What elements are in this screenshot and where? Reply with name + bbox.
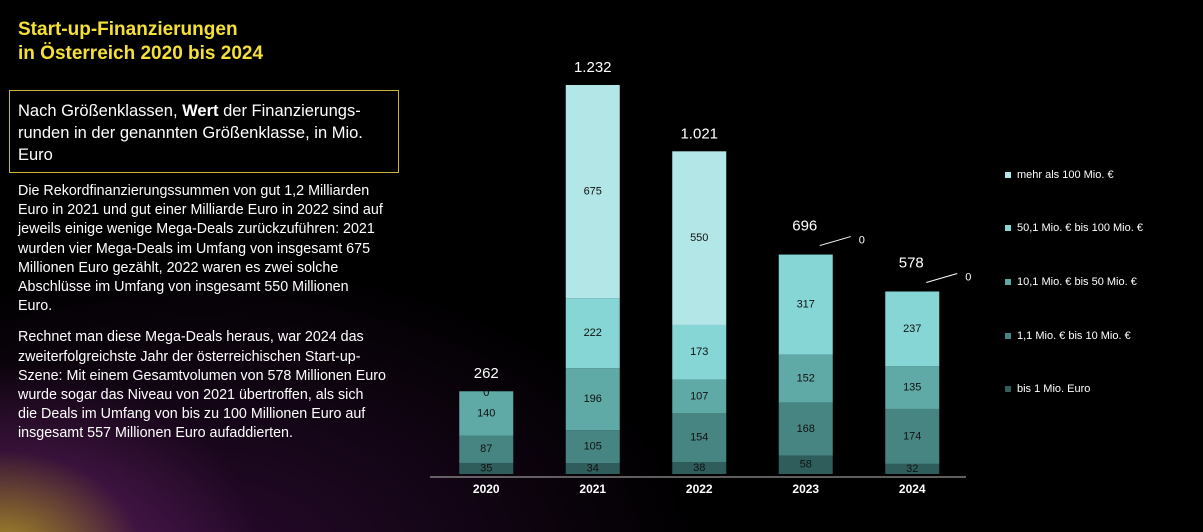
bar-segment <box>778 354 833 403</box>
segment-label: 168 <box>797 423 815 435</box>
description: Die Rekordfinanzierungssummen von gut 1,… <box>18 182 386 456</box>
segment-label: 675 <box>584 185 602 197</box>
bar-segment <box>672 462 727 474</box>
legend-label: 1,1 Mio. € bis 10 Mio. € <box>1017 330 1131 342</box>
subtitle-box: Nach Größenklassen, Wert der Finanzierun… <box>9 90 399 173</box>
legend-swatch <box>1005 225 1011 231</box>
callout-line <box>819 236 851 247</box>
segment-label: 87 <box>480 443 492 455</box>
title-line: in Österreich 2020 bis 2024 <box>18 43 264 64</box>
bar-segment <box>565 463 620 474</box>
subtitle-bold: Wert <box>182 102 219 120</box>
bar-segment <box>565 368 620 431</box>
x-tick-label: 2021 <box>579 482 606 496</box>
segment-label: 152 <box>797 373 815 385</box>
title-line: Start-up-Finanzierungen <box>18 19 238 40</box>
legend-label: mehr als 100 Mio. € <box>1017 169 1114 181</box>
legend-swatch <box>1005 333 1011 339</box>
segment-label: 196 <box>584 393 602 405</box>
total-label: 1.021 <box>680 125 718 142</box>
segment-label: 140 <box>477 407 495 419</box>
bar-segment <box>672 379 727 414</box>
segment-label: 32 <box>906 463 918 475</box>
callout-line <box>926 273 958 283</box>
x-tick-label: 2022 <box>686 482 713 496</box>
total-label: 578 <box>899 254 924 271</box>
bar-segment <box>672 151 727 325</box>
segment-label: 34 <box>587 463 599 475</box>
segment-label: 107 <box>690 390 708 402</box>
paragraph: Die Rekordfinanzierungssummen von gut 1,… <box>18 183 383 315</box>
bar-segment <box>459 435 514 463</box>
legend-swatch <box>1005 172 1011 178</box>
bar-segment <box>885 366 940 409</box>
segment-label: 135 <box>903 382 921 394</box>
legend-swatch <box>1005 279 1011 285</box>
bar-segment <box>778 254 833 355</box>
segment-label: 317 <box>797 299 815 311</box>
bar-segment <box>565 298 620 369</box>
segment-label: 237 <box>903 323 921 335</box>
segment-label: 173 <box>690 346 708 358</box>
legend-label: bis 1 Mio. Euro <box>1017 383 1090 395</box>
segment-label: 0 <box>859 234 865 246</box>
paragraph: Rechnet man diese Mega-Deals heraus, war… <box>18 329 386 442</box>
bar-segment <box>778 402 833 456</box>
title: Start-up-Finanzierungen in Österreich 202… <box>18 18 263 66</box>
bar-segment <box>778 455 833 474</box>
subtitle: der Finanzierungs-runden in der genannte… <box>18 102 363 164</box>
bar-segment <box>672 324 727 380</box>
bar-segment <box>672 413 727 463</box>
segment-label: 105 <box>584 441 602 453</box>
subtitle: Nach Größenklassen, <box>18 102 183 120</box>
bar-segment <box>459 462 514 474</box>
bar-segment <box>565 430 620 464</box>
segment-label: 35 <box>480 462 492 474</box>
x-tick-label: 2023 <box>792 482 819 496</box>
segment-label: 0 <box>483 387 489 399</box>
segment-label: 174 <box>903 430 921 442</box>
legend-label: 10,1 Mio. € bis 50 Mio. € <box>1017 276 1137 288</box>
segment-label: 154 <box>690 432 708 444</box>
bar-segment <box>459 391 514 436</box>
bar-segment <box>885 408 940 464</box>
bar-segment <box>885 291 940 367</box>
segment-label: 58 <box>800 459 812 471</box>
legend-label: 50,1 Mio. € bis 100 Mio. € <box>1017 222 1143 234</box>
x-tick-label: 2020 <box>473 482 500 496</box>
segment-label: 222 <box>584 327 602 339</box>
segment-label: 550 <box>690 232 708 244</box>
segment-label: 38 <box>693 462 705 474</box>
total-label: 1.232 <box>574 59 612 76</box>
total-label: 262 <box>474 365 499 382</box>
x-tick-label: 2024 <box>899 482 926 496</box>
legend-swatch <box>1005 386 1011 392</box>
bar-segment <box>565 85 620 299</box>
total-label: 696 <box>792 218 817 235</box>
segment-label: 0 <box>965 271 971 283</box>
bar-segment <box>885 463 940 474</box>
